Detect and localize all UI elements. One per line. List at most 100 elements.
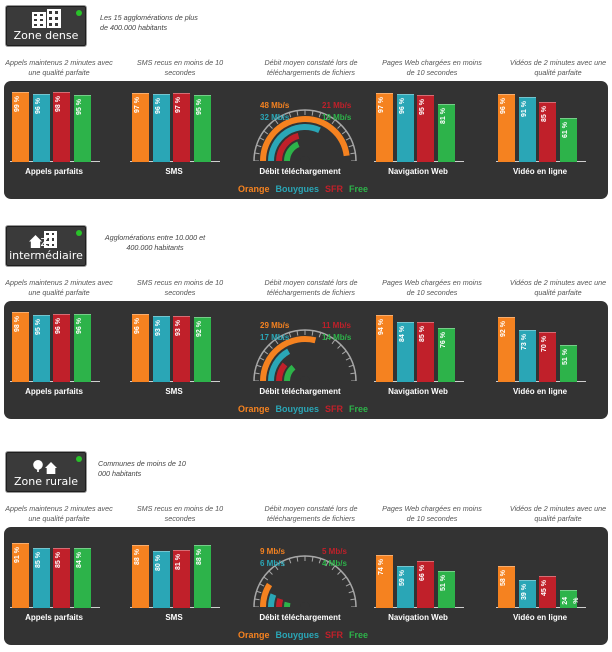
bar-value-label: 85 % [55,551,62,568]
bar-value-label: 92 % [195,320,203,337]
gauge-tick [337,344,342,349]
bar-bouygues: 59 % [396,565,414,608]
bar-free: 81 % [437,104,455,162]
bar-bouygues: 96 % [32,93,50,162]
gauge-tick [348,590,354,594]
bar-free: 92 % [193,316,211,382]
group-label: SMS [165,387,183,396]
speed-free: 14 Mb/s [322,333,352,342]
bar-value-label: 85 % [541,105,548,122]
gauge-tick [268,124,273,129]
gauge-tick [345,137,351,141]
bar-value-label: 59 % [398,569,406,586]
status-dot [76,10,82,16]
gauge-tick [281,335,285,341]
gauge-arc-bouygues [268,124,321,161]
bar-orange: 97 % [132,93,149,162]
gauge-tick [254,372,260,375]
gauge-tick [341,350,347,355]
caption-video: Vidéos de 2 minutes avec une qualité par… [509,504,607,523]
bar-value-label: 91 % [520,101,528,118]
gauge-arc-bouygues [268,348,291,381]
bar-value-label: 74 % [378,559,385,576]
gauge-tick [331,119,336,125]
gauge-tick [350,372,356,375]
gauge-arc-free [284,141,300,161]
bar-sfr: 93 % [173,315,190,382]
zone-section: Zone dense Les 15 agglomérations de plus … [0,6,612,206]
gauge-label: Débit téléchargement [259,167,341,176]
zone-section: Z. intermédiaire Agglomérations entre 10.… [0,226,612,426]
legend-item-sfr: SFR [325,630,344,640]
caption-calls: Appels maintenus 2 minutes avec une qual… [5,278,113,297]
bar-free: 96 % [73,313,91,382]
gauge-arc-free [284,364,296,381]
gauge-tick [254,598,260,601]
gauge-tick [296,110,299,116]
bar-value-label: 81 % [175,554,182,571]
speed-orange: 9 Mb/s [260,547,285,556]
gauge-tick [288,112,292,118]
gauge-tick [325,335,329,341]
gauge-tick [345,583,351,587]
legend: Orange Bouygues SFR Free [238,404,374,414]
caption-video: Vidéos de 2 minutes avec une qualité par… [509,278,607,297]
zone-label: Zone dense [13,29,79,42]
speed-sfr: 21 Mb/s [322,101,352,110]
zone-description: Agglomérations entre 10.000 et 400.000 h… [104,233,206,252]
caption-debit: Débit moyen constaté lors de téléchargem… [264,504,358,523]
building-icon [44,231,57,248]
building-icon [47,9,61,28]
group-label: Navigation Web [388,167,448,176]
group-label: SMS [165,613,183,622]
gauge-tick [337,124,342,129]
bar-orange: 98 % [12,312,29,382]
gauge-tick [268,570,273,575]
caption-web: Pages Web chargées en moins de 10 second… [382,504,482,523]
bar-orange: 97 % [376,93,393,162]
bar-free: 51 % [437,571,455,608]
bar-value-label: 95 % [34,318,42,335]
gauge-tick [311,556,314,562]
bar-orange: 96 % [498,93,515,162]
speed-sfr: 11 Mb/s [322,321,351,330]
legend-item-free: Free [349,184,369,194]
group-label: Appels parfaits [25,167,83,176]
bar-value-label: 99 % [14,95,21,112]
bar-sfr: 66 % [417,560,434,608]
bar-orange: 88 % [132,545,149,608]
legend-item-sfr: SFR [325,404,344,414]
bar-value-label: 85 % [419,325,426,342]
gauge-tick [288,558,292,564]
gauge-tick [263,576,269,581]
zone-badge: Zone rurale [6,452,86,492]
bar-value-label: 66 % [419,564,426,581]
bar-value-label: 96 % [500,97,507,114]
bar-value-label: 84 % [75,552,83,569]
bar-orange: 99 % [12,91,29,162]
chart-panel: 99 % 96 % 98 % 95 % Appels parfaits 97 % 96 % 9… [4,81,608,199]
gauge-hub [300,602,310,607]
bar-value-label: 96 % [55,317,62,334]
bar-sfr: 81 % [173,550,190,608]
gauge-arc-orange [260,116,350,161]
caption-web: Pages Web chargées en moins de 10 second… [382,278,482,297]
gauge-tick [256,590,262,594]
bar-value-label: 96 % [75,317,83,334]
bar-value-label: 93 % [154,319,162,336]
bar-orange: 91 % [12,543,29,608]
group-label: Vidéo en ligne [512,613,568,622]
caption-sms: SMS recus en moins de 10 secondes [136,504,224,523]
speed-sfr: 5 Mb/s [322,547,347,556]
group-label: Navigation Web [388,613,448,622]
gauge-tick [331,565,336,571]
bar-value-label: 81 % [439,108,447,125]
bar-bouygues: 80 % [152,551,170,608]
bar-sfr: 97 % [173,93,190,162]
gauge-tick [259,137,265,141]
bar-sfr: 96 % [53,313,70,382]
legend: Orange Bouygues SFR Free [238,184,374,194]
gauge-arc-free [284,601,291,607]
bar-free: 84 % [73,548,91,608]
bar-value-label: 73 % [520,333,528,350]
